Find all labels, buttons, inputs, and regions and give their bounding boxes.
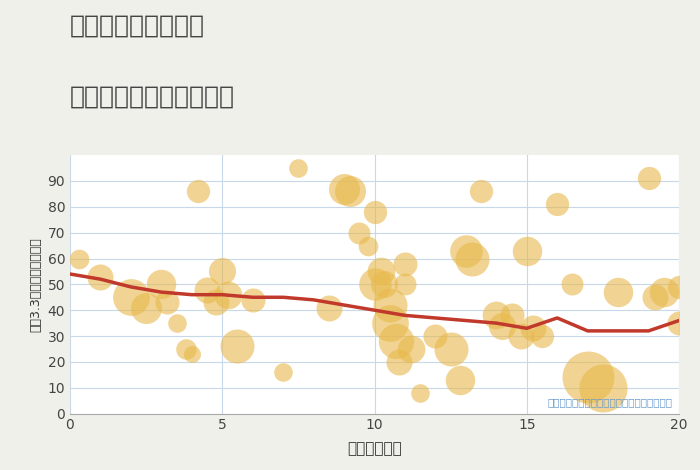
Point <box>515 332 526 340</box>
Point <box>597 384 608 392</box>
Point <box>293 164 304 172</box>
Point <box>186 350 197 358</box>
Point <box>156 281 167 288</box>
Point <box>339 185 350 193</box>
Point <box>384 320 395 327</box>
Text: 円の大きさは、取引のあった物件面積を示す: 円の大きさは、取引のあった物件面積を示す <box>548 397 673 407</box>
Point <box>506 312 517 319</box>
Point <box>202 286 213 293</box>
Point <box>211 299 222 306</box>
Point <box>369 281 380 288</box>
Point <box>612 288 624 296</box>
Point <box>193 188 204 195</box>
Point <box>527 324 538 332</box>
Text: 駅距離別中古戸建て価格: 駅距離別中古戸建て価格 <box>70 85 235 109</box>
Point <box>180 345 191 352</box>
Point <box>399 281 410 288</box>
Point <box>384 301 395 309</box>
Point <box>673 320 685 327</box>
Y-axis label: 坪（3.3㎡）単価（万円）: 坪（3.3㎡）単価（万円） <box>29 237 42 332</box>
Point <box>247 296 258 304</box>
Point <box>323 304 335 311</box>
Point <box>497 322 508 329</box>
Point <box>223 291 234 298</box>
Point <box>552 200 563 208</box>
Point <box>232 343 243 350</box>
Point <box>125 293 136 301</box>
Point <box>393 358 405 366</box>
Point <box>445 345 456 352</box>
Point <box>521 247 532 254</box>
Point <box>643 174 655 182</box>
Point <box>461 247 472 254</box>
Point <box>466 255 477 262</box>
Point <box>405 345 416 352</box>
Point <box>454 376 466 384</box>
Point <box>277 368 289 376</box>
Point <box>673 283 685 290</box>
Point <box>95 273 106 280</box>
Point <box>414 389 426 397</box>
X-axis label: 駅距離（分）: 駅距離（分） <box>347 441 402 456</box>
Point <box>217 267 228 275</box>
Point <box>430 332 441 340</box>
Point <box>491 312 502 319</box>
Point <box>74 255 85 262</box>
Point <box>354 229 365 236</box>
Point <box>141 304 152 311</box>
Point <box>344 188 356 195</box>
Point <box>582 374 594 381</box>
Point <box>567 281 578 288</box>
Point <box>171 320 182 327</box>
Point <box>363 242 374 249</box>
Point <box>475 188 486 195</box>
Point <box>399 260 410 267</box>
Point <box>162 299 173 306</box>
Point <box>649 293 660 301</box>
Point <box>536 332 547 340</box>
Point <box>375 267 386 275</box>
Text: 奈良県佐味田川駅の: 奈良県佐味田川駅の <box>70 14 205 38</box>
Point <box>390 337 401 345</box>
Point <box>369 208 380 216</box>
Point <box>378 281 389 288</box>
Point <box>658 288 669 296</box>
